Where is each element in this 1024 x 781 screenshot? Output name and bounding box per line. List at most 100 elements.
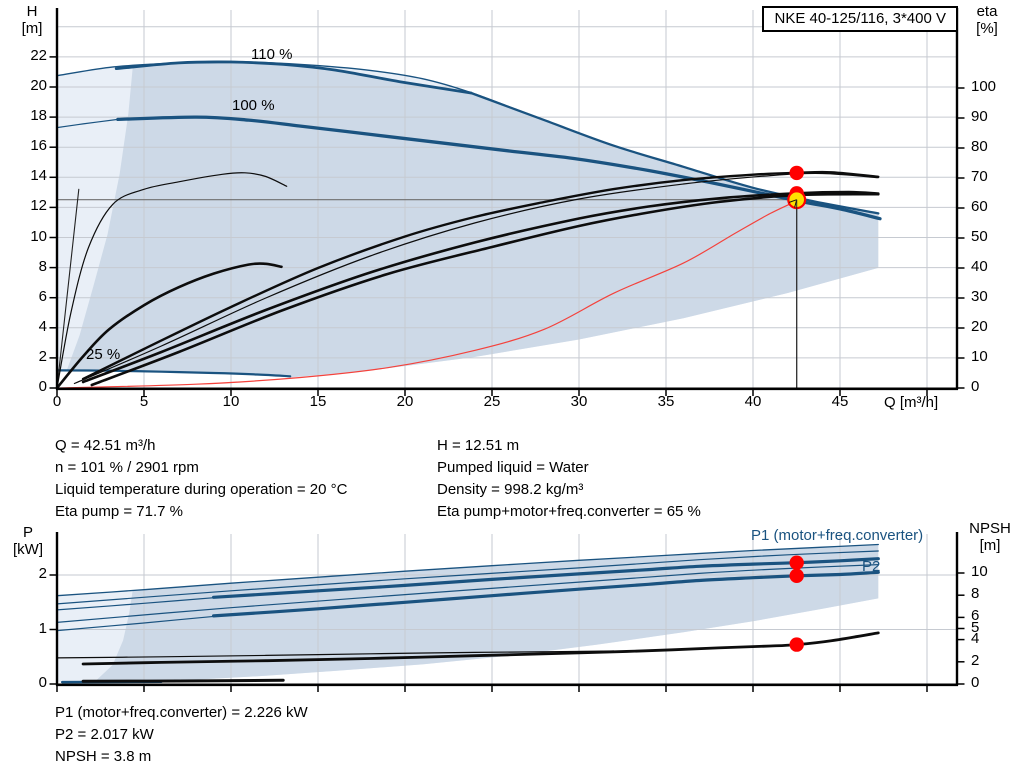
right-axis-tick-label: 90 (971, 108, 988, 125)
pump-title-box: NKE 40-125/116, 3*400 V (762, 6, 958, 32)
info-density: Density = 998.2 kg/m³ (437, 481, 584, 498)
power-envelope-top (56, 543, 879, 597)
right-axis-tick-label: 8 (971, 585, 980, 603)
left-axis-tick-label: 0 (38, 674, 47, 691)
right-axis-tick-label: 0 (971, 378, 980, 395)
eta-pump-thin (73, 172, 879, 385)
right-axis-tick-label: 2 (971, 651, 980, 669)
p1-curve-label: P1 (motor+freq.converter) (751, 527, 924, 544)
power-npsh-chart (49, 532, 965, 692)
eta-hump-thin (56, 172, 288, 389)
power-info-block: P1 (motor+freq.converter) = 2.226 kW P2 … (55, 702, 308, 768)
x-axis-tick-label: 5 (139, 393, 149, 410)
p1-lead (56, 595, 232, 611)
eta-pump-point (789, 165, 804, 181)
x-axis-tick-label: 30 (570, 393, 588, 410)
x-axis-tick-label: 10 (222, 393, 240, 410)
power-thin-b (56, 564, 879, 623)
left-axis-tick-label: 6 (38, 287, 47, 305)
left-axis-tick-label: 14 (30, 167, 47, 185)
envelope-inner (66, 62, 879, 378)
left-axis-tick-label: 10 (30, 227, 47, 245)
speed-110-curve (114, 60, 473, 95)
bottom-left-axis-title: P [kW] (4, 524, 52, 558)
left-axis-tick-label: 20 (30, 77, 47, 94)
right-axis-tick-label: 10 (971, 563, 988, 580)
left-axis-tick-label: 4 (38, 317, 47, 335)
top-right-axis-title: eta [%] (964, 3, 1010, 37)
duty-point (787, 190, 807, 388)
left-axis-tick-label: 22 (30, 46, 47, 64)
eta-axis-unit: [%] (976, 20, 998, 37)
left-axis-tick-label: 16 (30, 137, 47, 155)
x-axis-tick-label: 25 (483, 393, 501, 410)
bottom-right-axis-title: NPSH [m] (960, 520, 1020, 554)
duty-wedge-1 (789, 199, 797, 203)
x-axis-tick-label: 20 (396, 393, 414, 410)
speed-100-lead (56, 118, 119, 129)
info-liquid-temperature: Liquid temperature during operation = 20… (55, 481, 348, 498)
left-axis-tick-label: 18 (30, 107, 47, 125)
p2-curve-label: P2 (862, 558, 881, 575)
info-pumped-liquid: Pumped liquid = Water (437, 459, 589, 476)
x-axis-tick-label: 45 (831, 393, 849, 410)
p1-point (789, 555, 804, 570)
operating-info-left: Q = 42.51 m³/h n = 101 % / 2901 rpm Liqu… (55, 435, 347, 523)
right-axis-tick-label: 0 (971, 674, 980, 691)
right-axis-tick-label: 50 (971, 228, 988, 245)
info-speed: n = 101 % / 2901 rpm (55, 459, 199, 476)
left-axis-tick-label: 2 (38, 347, 47, 365)
left-axis-tick-label: 8 (38, 257, 47, 275)
right-axis-tick-label: 40 (971, 258, 988, 275)
min-flow-line (56, 188, 80, 389)
right-axis-tick-label: 5 (971, 618, 980, 636)
eta-hump-thick (55, 262, 283, 390)
h-axis-unit: [m] (21, 20, 43, 37)
info-p2: P2 = 2.017 kW (55, 726, 154, 743)
npsh-axis-unit: [m] (979, 537, 1001, 554)
eta-total-curve-b (90, 192, 880, 387)
envelope-descent (469, 91, 880, 215)
npsh-thin (56, 650, 615, 659)
p2-point (789, 568, 804, 583)
npsh-axis-symbol: NPSH (969, 520, 1011, 537)
right-axis-tick-label: 60 (971, 198, 988, 215)
power-thin-a (56, 550, 879, 605)
right-axis-tick-label: 80 (971, 138, 988, 155)
operating-info-right: H = 12.51 m Pumped liquid = Water Densit… (437, 435, 701, 523)
info-eta-pump: Eta pump = 71.7 % (55, 503, 183, 520)
eta-axis-symbol: eta (976, 3, 998, 20)
right-axis-tick-label: 6 (971, 607, 980, 625)
speed-100-label: 100 % (232, 97, 275, 114)
p-speed25-black (81, 678, 285, 683)
left-axis-tick-label: 12 (30, 197, 47, 215)
info-eta-total: Eta pump+motor+freq.converter = 65 % (437, 503, 701, 520)
x-axis-tick-label: 40 (744, 393, 762, 410)
q-axis-title: Q [m³/h] (884, 394, 939, 411)
system-curve-red (56, 200, 798, 389)
p-axis-symbol: P (22, 524, 33, 541)
x-axis-tick-label: 35 (657, 393, 675, 410)
x-axis-tick-label: 15 (309, 393, 327, 410)
left-axis-tick-label: 2 (38, 565, 47, 582)
info-flow: Q = 42.51 m³/h (55, 437, 156, 454)
left-axis-tick-label: 0 (38, 378, 47, 395)
npsh-point (789, 637, 804, 652)
power-envelope-inner (95, 544, 879, 682)
x-axis-tick-label: 0 (52, 393, 62, 410)
speed-25-label: 25 % (86, 346, 121, 363)
right-axis-tick-label: 20 (971, 318, 988, 335)
left-axis-tick-label: 1 (38, 619, 47, 637)
right-axis-tick-label: 30 (971, 288, 988, 305)
h-axis-symbol: H (26, 3, 38, 20)
info-npsh: NPSH = 3.8 m (55, 748, 152, 765)
info-p1: P1 (motor+freq.converter) = 2.226 kW (55, 704, 308, 721)
top-left-axis-title: H [m] (12, 3, 52, 37)
right-axis-tick-label: 100 (971, 78, 997, 95)
right-axis-tick-label: 10 (971, 348, 988, 365)
p-axis-unit: [kW] (13, 541, 43, 558)
right-axis-tick-label: 4 (971, 629, 980, 647)
info-head: H = 12.51 m (437, 437, 520, 454)
